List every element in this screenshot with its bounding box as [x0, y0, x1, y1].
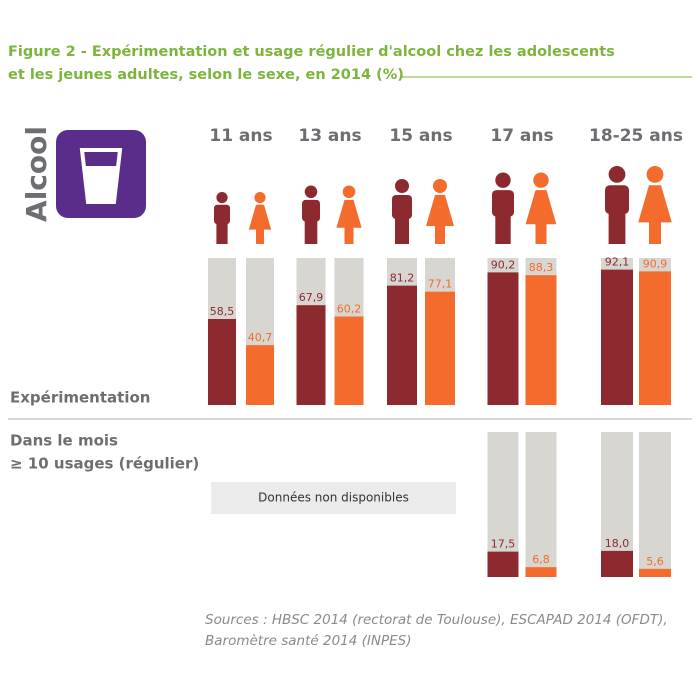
value-label: 77,1 — [428, 278, 453, 291]
title-line: Figure 2 - Expérimentation et usage régu… — [8, 44, 615, 60]
female-icon-head — [433, 179, 447, 193]
bar — [487, 551, 519, 577]
male-icon-legs — [608, 211, 626, 244]
bar — [639, 271, 671, 405]
bar — [387, 285, 417, 405]
panel-label: ≥ 10 usages (régulier) — [10, 455, 199, 473]
female-icon-legs — [435, 225, 445, 244]
category-label: 13 ans — [298, 126, 361, 146]
male-icon-legs — [495, 214, 511, 244]
category-label: 15 ans — [389, 126, 452, 146]
male-icon-head — [608, 166, 626, 183]
male-icon-head — [495, 172, 511, 188]
female-icon-head — [533, 172, 549, 188]
female-icon-dress — [525, 190, 557, 225]
value-label: 40,7 — [248, 331, 273, 344]
male-icon-head — [216, 192, 228, 204]
value-label: 60,2 — [337, 303, 362, 316]
female-icon-legs — [535, 223, 547, 244]
bar — [601, 269, 633, 405]
female-icon-head — [342, 185, 356, 199]
value-label: 88,3 — [529, 261, 554, 274]
bar — [425, 291, 455, 405]
male-icon-body — [492, 190, 514, 217]
value-label: 5,6 — [646, 555, 664, 568]
value-label: 6,8 — [532, 553, 550, 566]
note-box — [211, 482, 456, 514]
source-line: Sources : HBSC 2014 (rectorat de Toulous… — [205, 612, 668, 628]
bar — [208, 319, 236, 405]
panel-label: Dans le mois — [10, 432, 118, 450]
category-label: 17 ans — [490, 126, 553, 146]
glass-fill — [84, 166, 118, 200]
male-icon-head — [304, 185, 318, 199]
icon-label: Alcool — [20, 126, 53, 222]
value-label: 67,9 — [299, 291, 324, 304]
note: Données non disponibles — [258, 491, 409, 505]
bar — [487, 272, 519, 405]
value-label: 92,1 — [605, 256, 630, 269]
category-label: 18-25 ans — [589, 126, 683, 146]
female-icon-legs — [344, 226, 354, 244]
glass — [79, 148, 123, 204]
value-label: 90,9 — [643, 257, 668, 270]
male-icon-body — [392, 195, 412, 219]
bar — [525, 275, 557, 405]
female-icon-legs — [649, 221, 661, 244]
value-label: 90,2 — [491, 258, 516, 271]
female-icon-head — [646, 166, 664, 183]
male-icon-body — [605, 185, 629, 214]
value-label: 58,5 — [210, 305, 235, 318]
title-line: et les jeunes adultes, selon le sexe, en… — [8, 67, 404, 83]
value-label: 18,0 — [605, 537, 630, 550]
bar — [296, 305, 326, 405]
source-line: Baromètre santé 2014 (INPES) — [205, 633, 412, 649]
value-label: 81,2 — [390, 272, 415, 285]
bar — [334, 316, 364, 405]
female-icon-legs — [256, 228, 264, 244]
bar-background — [525, 432, 557, 577]
female-icon-dress — [426, 195, 454, 226]
bar — [639, 568, 671, 577]
male-icon-body — [302, 199, 320, 222]
female-icon-head — [254, 192, 266, 204]
category-label: 11 ans — [209, 126, 272, 146]
bar — [601, 550, 633, 577]
value-label: 17,5 — [491, 538, 516, 551]
alcohol-icon — [56, 130, 146, 218]
male-icon-legs — [216, 222, 228, 244]
panel-label: Expérimentation — [10, 389, 150, 407]
male-icon-legs — [395, 217, 409, 244]
male-icon-body — [214, 204, 230, 224]
bar — [246, 345, 274, 405]
bar — [525, 567, 557, 577]
female-icon-dress — [638, 185, 672, 223]
female-icon-dress — [248, 204, 272, 230]
female-icon-dress — [336, 199, 362, 228]
bar-background — [639, 432, 671, 577]
male-icon-head — [395, 179, 409, 193]
male-icon-legs — [304, 219, 318, 244]
